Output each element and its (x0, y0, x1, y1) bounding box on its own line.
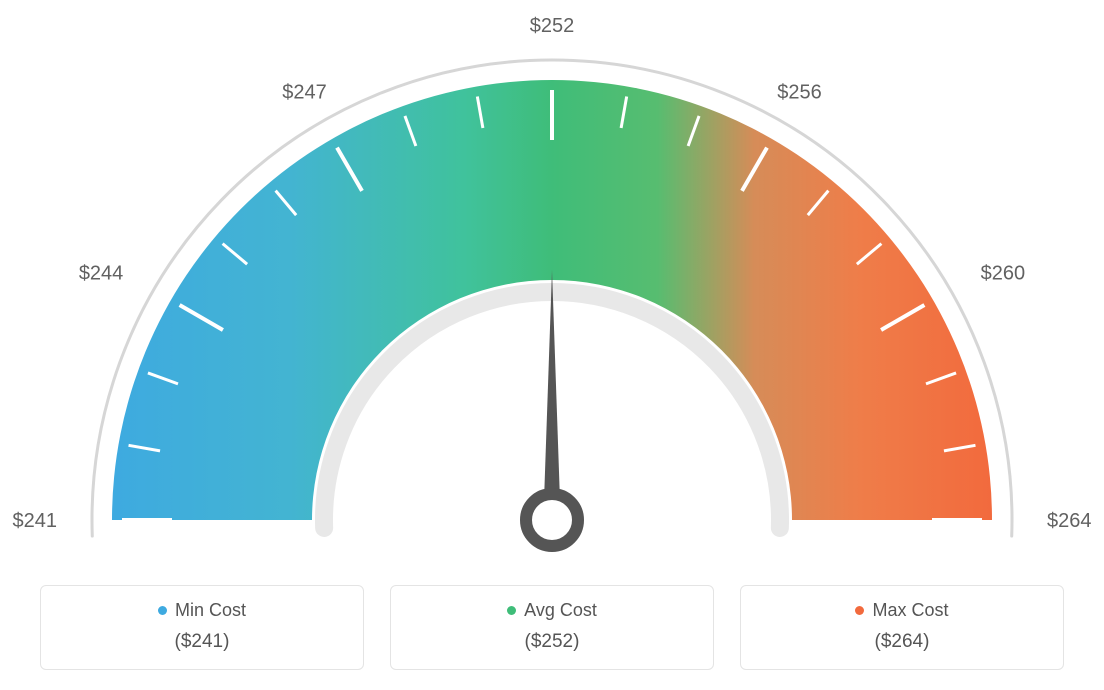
svg-text:$247: $247 (282, 81, 327, 103)
min-cost-value: ($241) (51, 631, 353, 653)
svg-text:$241: $241 (13, 510, 58, 532)
max-dot-icon (855, 606, 864, 615)
svg-text:$244: $244 (79, 263, 124, 285)
max-cost-label: Max Cost (872, 600, 948, 621)
svg-text:$260: $260 (981, 263, 1026, 285)
legend-cards: Min Cost ($241) Avg Cost ($252) Max Cost… (40, 585, 1064, 670)
svg-text:$252: $252 (530, 15, 575, 37)
gauge-svg: $241 $244 $247 $252 $256 $260 $264 (0, 0, 1104, 580)
max-cost-value: ($264) (751, 631, 1053, 653)
avg-cost-title: Avg Cost (507, 600, 597, 621)
svg-text:$264: $264 (1047, 510, 1092, 532)
avg-cost-value: ($252) (401, 631, 703, 653)
gauge-chart-container: $241 $244 $247 $252 $256 $260 $264 Min Cost ($… (0, 0, 1104, 690)
gauge: $241 $244 $247 $252 $256 $260 $264 (0, 0, 1104, 580)
avg-cost-label: Avg Cost (524, 600, 597, 621)
min-cost-title: Min Cost (158, 600, 246, 621)
svg-text:$256: $256 (777, 81, 822, 103)
min-dot-icon (158, 606, 167, 615)
max-cost-card: Max Cost ($264) (740, 585, 1064, 670)
avg-cost-card: Avg Cost ($252) (390, 585, 714, 670)
min-cost-card: Min Cost ($241) (40, 585, 364, 670)
max-cost-title: Max Cost (855, 600, 948, 621)
min-cost-label: Min Cost (175, 600, 246, 621)
avg-dot-icon (507, 606, 516, 615)
